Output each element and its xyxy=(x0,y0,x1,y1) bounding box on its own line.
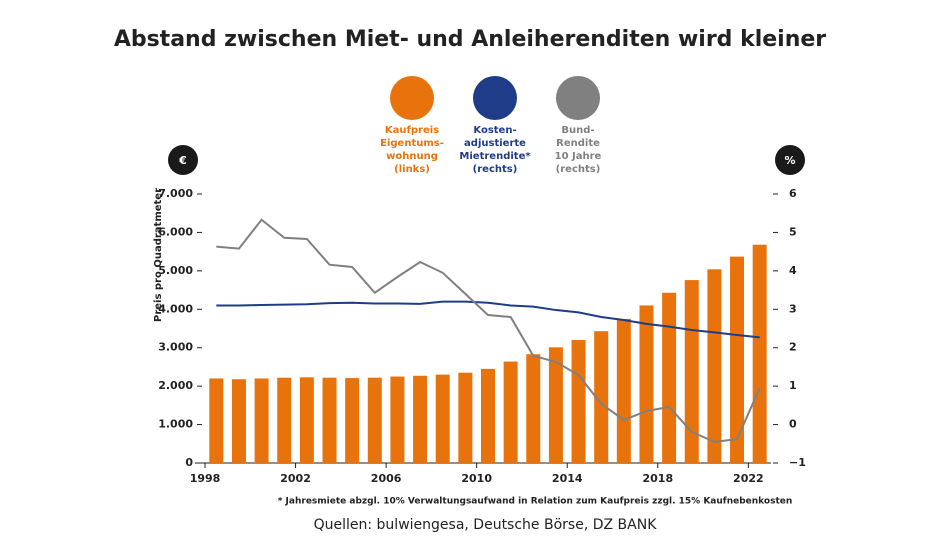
y-tick-label: 0 xyxy=(185,456,193,469)
bar xyxy=(458,372,473,463)
footnote: * Jahresmiete abzgl. 10% Verwaltungsaufw… xyxy=(278,497,793,507)
y-tick-label: 4.000 xyxy=(158,302,193,315)
bar xyxy=(548,347,563,463)
unit-badge xyxy=(775,145,805,175)
chart-title: Abstand zwischen Miet- und Anleiherendit… xyxy=(114,27,826,52)
y2-tick-label: 2 xyxy=(789,341,797,354)
x-tick-label: 2010 xyxy=(461,472,492,485)
y2-tick-label: 0 xyxy=(789,418,797,431)
bar xyxy=(594,331,609,463)
y-tick-label: 6.000 xyxy=(158,225,193,238)
bar xyxy=(481,368,495,463)
bar xyxy=(707,269,722,463)
bar xyxy=(526,354,541,463)
y-tick-label: 5.000 xyxy=(158,264,193,277)
bar xyxy=(322,377,337,463)
y2-tick-label: −1 xyxy=(789,456,806,469)
bar xyxy=(684,280,699,463)
y2-tick-label: 6 xyxy=(789,187,797,200)
unit-badge xyxy=(168,145,198,175)
x-tick-label: 2002 xyxy=(280,472,311,485)
legend-label: Kaufpreis Eigentums- wohnung (links) xyxy=(380,125,444,175)
line xyxy=(216,300,760,339)
bar xyxy=(662,292,677,463)
line xyxy=(216,218,761,443)
legend-swatch xyxy=(473,76,517,120)
y-axis-label: Preis pro Quadratmeter xyxy=(153,188,164,322)
y2-tick-label: 1 xyxy=(789,379,797,392)
bar xyxy=(616,318,631,463)
bar xyxy=(277,377,292,463)
y2-tick-label: 5 xyxy=(789,225,797,238)
bar xyxy=(209,378,224,463)
legend-label: Bund- Rendite 10 Jahre (rechts) xyxy=(554,125,602,175)
y-tick-label: 3.000 xyxy=(158,341,193,354)
bar xyxy=(571,340,586,463)
bar xyxy=(503,361,518,463)
bar xyxy=(231,379,246,463)
y2-tick-label: 4 xyxy=(789,264,797,277)
x-tick-label: 2014 xyxy=(552,472,583,485)
bar xyxy=(345,378,360,463)
y-tick-label: 1.000 xyxy=(158,418,193,431)
legend-swatch xyxy=(556,76,600,120)
bar xyxy=(254,378,269,463)
y2-tick-label: 3 xyxy=(789,302,797,315)
x-tick-label: 2018 xyxy=(642,472,673,485)
bar xyxy=(639,305,654,463)
bar xyxy=(299,377,314,463)
x-tick-label: 1998 xyxy=(190,472,221,485)
x-tick-label: 2022 xyxy=(733,472,764,485)
bar xyxy=(413,375,428,463)
bar xyxy=(367,377,382,463)
x-tick-label: 2006 xyxy=(371,472,402,485)
y-tick-label: 7.000 xyxy=(158,187,193,200)
bar xyxy=(390,376,405,463)
bar xyxy=(730,256,745,463)
y-unit: € xyxy=(178,154,187,167)
source: Quellen: bulwiengesa, Deutsche Börse, DZ… xyxy=(314,517,658,533)
legend-swatch xyxy=(390,76,434,120)
legend-label: Kosten- adjustierte Mietrendite* (rechts… xyxy=(459,125,531,175)
y2-unit: % xyxy=(784,154,795,167)
y-tick-label: 2.000 xyxy=(158,379,193,392)
bar xyxy=(752,244,767,463)
bar xyxy=(435,374,450,463)
